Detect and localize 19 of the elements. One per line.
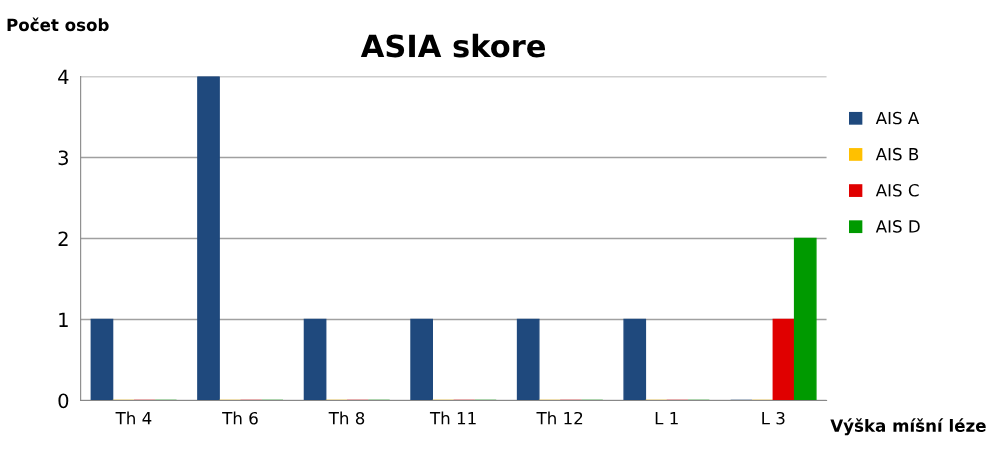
y-tick-label: 0 bbox=[58, 393, 69, 409]
x-axis-title: Výška míšní léze bbox=[830, 418, 986, 436]
x-tick-label: Th 11 bbox=[429, 411, 476, 425]
x-tick-label: Th 8 bbox=[328, 411, 365, 425]
x-tick-label: Th 12 bbox=[536, 411, 583, 425]
y-tick-label: 1 bbox=[59, 312, 68, 327]
y-tick-label: 3 bbox=[58, 150, 68, 166]
legend-label: AIS D bbox=[875, 220, 920, 233]
legend-label: AIS C bbox=[875, 183, 919, 197]
x-tick-label: Th 6 bbox=[222, 411, 258, 425]
x-tick-label: L 1 bbox=[655, 412, 678, 425]
x-tick-label: L 3 bbox=[762, 411, 785, 425]
legend-label: AIS B bbox=[875, 147, 919, 161]
chart-title: ASIA skore bbox=[360, 33, 546, 58]
legend-label: AIS A bbox=[875, 111, 920, 125]
y-tick-label: 2 bbox=[58, 231, 68, 246]
y-axis-title: Počet osob bbox=[7, 17, 109, 32]
x-tick-label: Th 4 bbox=[115, 411, 152, 425]
y-tick-label: 4 bbox=[58, 69, 69, 84]
